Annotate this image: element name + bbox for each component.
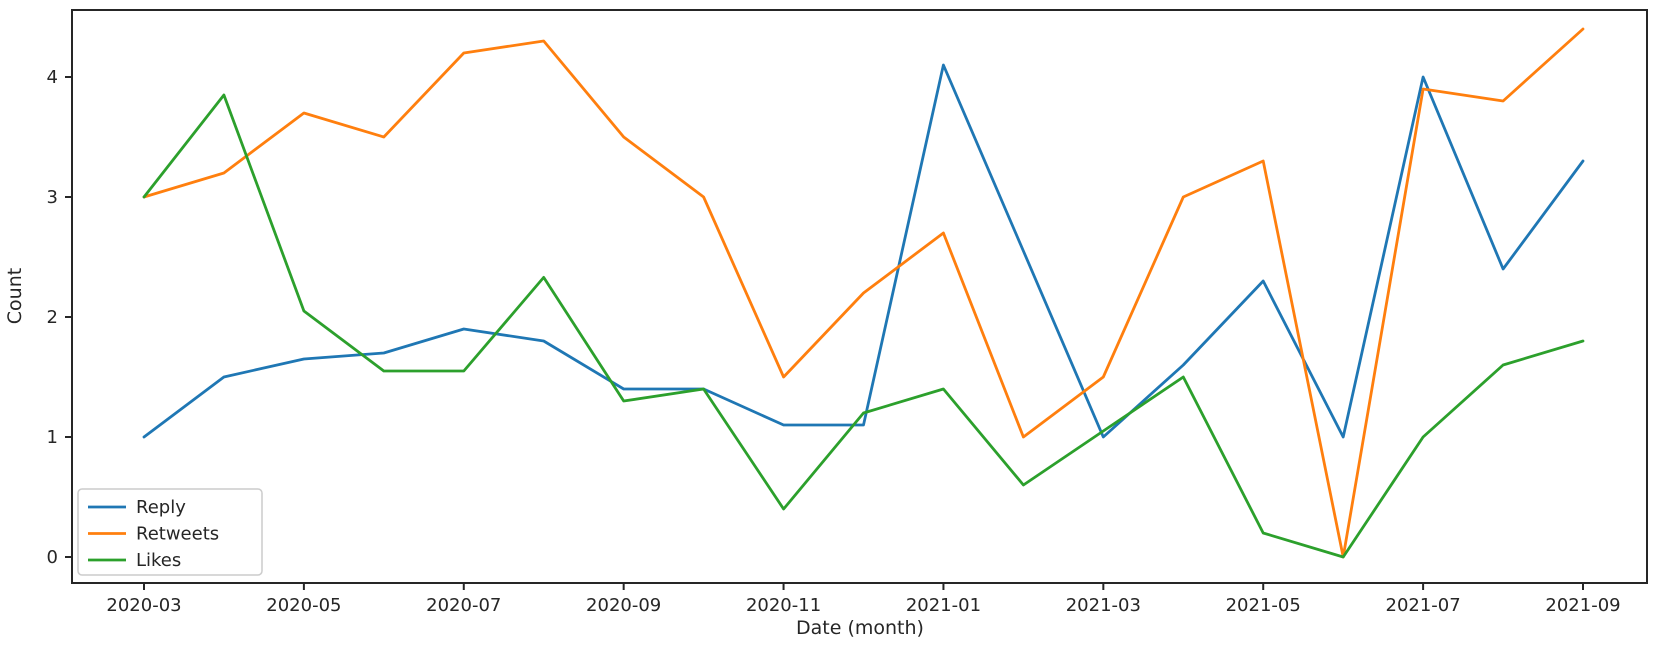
y-tick-label: 4	[47, 67, 58, 88]
axes-spines	[71, 9, 1648, 584]
y-tick-label: 0	[47, 547, 58, 568]
x-tick-label: 2021-07	[1386, 595, 1461, 616]
x-tick-label: 2021-01	[906, 595, 981, 616]
y-tick-label: 3	[47, 187, 58, 208]
plot-area: 0 1 2 3 4 2020-03 2020-05 2020-07 2020-09 2020-11…	[47, 9, 1648, 616]
legend-label-retweets: Retweets	[136, 524, 219, 545]
x-axis-label: Date (month)	[796, 617, 924, 639]
series-line-reply	[142, 63, 1585, 439]
y-axis-label: Count	[4, 268, 26, 324]
x-tick-label: 2020-11	[746, 595, 821, 616]
legend-label-reply: Reply	[136, 497, 186, 518]
legend-box	[77, 488, 263, 576]
x-tick-label: 2020-09	[586, 595, 661, 616]
series-line-likes	[142, 93, 1585, 559]
y-tick-label: 1	[47, 427, 58, 448]
x-tick-label: 2021-03	[1066, 595, 1141, 616]
x-tick-label: 2020-03	[106, 595, 181, 616]
y-tick-label: 2	[47, 307, 58, 328]
x-tick-label: 2021-05	[1226, 595, 1301, 616]
series-line-retweets	[142, 27, 1585, 559]
x-tick-label: 2020-07	[426, 595, 501, 616]
legend-label-likes: Likes	[136, 550, 181, 571]
x-tick-label: 2020-05	[266, 595, 341, 616]
x-tick-label: 2021-09	[1545, 595, 1620, 616]
